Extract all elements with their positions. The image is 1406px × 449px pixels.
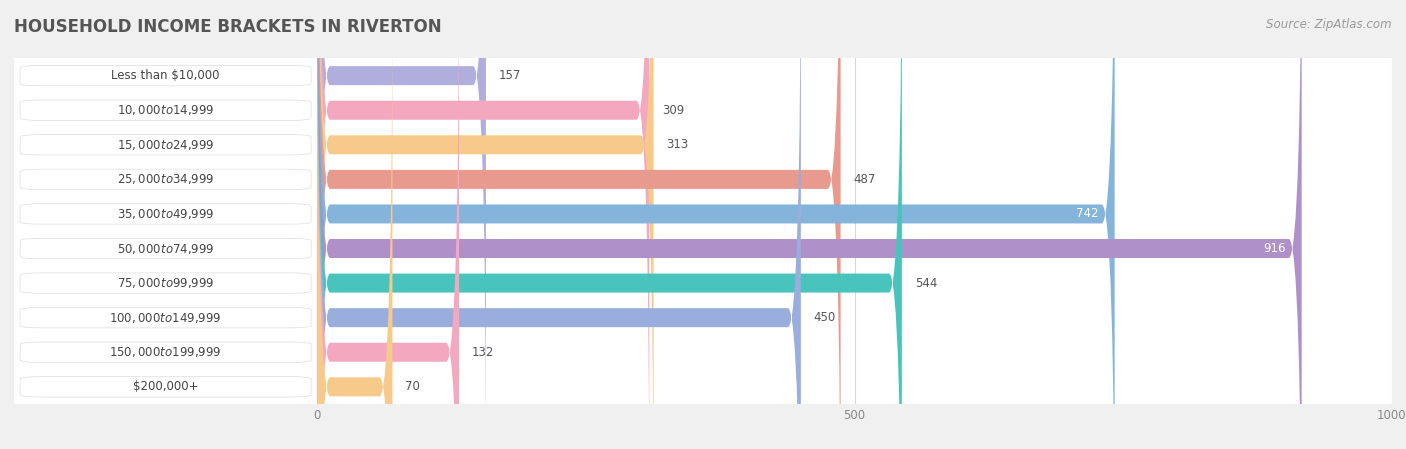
Text: $75,000 to $99,999: $75,000 to $99,999 [117,276,214,290]
Text: $50,000 to $74,999: $50,000 to $74,999 [117,242,214,255]
FancyBboxPatch shape [20,66,311,86]
Text: 309: 309 [662,104,685,117]
FancyBboxPatch shape [20,100,311,120]
Text: Less than $10,000: Less than $10,000 [111,69,219,82]
Text: $150,000 to $199,999: $150,000 to $199,999 [110,345,222,359]
Bar [318,162,1392,197]
Text: 157: 157 [499,69,522,82]
FancyBboxPatch shape [318,0,1115,449]
Bar [14,58,318,93]
Bar [318,197,1392,231]
FancyBboxPatch shape [318,0,650,449]
FancyBboxPatch shape [318,0,654,449]
Bar [14,128,318,162]
Text: 544: 544 [915,277,938,290]
Text: $100,000 to $149,999: $100,000 to $149,999 [110,311,222,325]
Bar [318,128,1392,162]
FancyBboxPatch shape [20,238,311,259]
Text: 450: 450 [814,311,837,324]
Text: 916: 916 [1263,242,1285,255]
FancyBboxPatch shape [20,377,311,397]
Text: Source: ZipAtlas.com: Source: ZipAtlas.com [1267,18,1392,31]
Bar [318,300,1392,335]
Bar [14,93,318,128]
Text: $35,000 to $49,999: $35,000 to $49,999 [117,207,214,221]
Bar [318,93,1392,128]
FancyBboxPatch shape [20,273,311,293]
Text: 70: 70 [405,380,420,393]
Bar [318,231,1392,266]
Bar [14,370,318,404]
FancyBboxPatch shape [318,0,901,449]
Text: 313: 313 [666,138,689,151]
Bar [14,197,318,231]
FancyBboxPatch shape [318,0,486,449]
Text: $15,000 to $24,999: $15,000 to $24,999 [117,138,214,152]
Text: $10,000 to $14,999: $10,000 to $14,999 [117,103,214,117]
FancyBboxPatch shape [318,0,392,449]
Bar [14,162,318,197]
Text: $25,000 to $34,999: $25,000 to $34,999 [117,172,214,186]
FancyBboxPatch shape [318,0,841,449]
Text: HOUSEHOLD INCOME BRACKETS IN RIVERTON: HOUSEHOLD INCOME BRACKETS IN RIVERTON [14,18,441,36]
Text: 132: 132 [472,346,495,359]
Text: 487: 487 [853,173,876,186]
Text: 742: 742 [1076,207,1098,220]
FancyBboxPatch shape [20,135,311,155]
FancyBboxPatch shape [20,342,311,362]
Text: $200,000+: $200,000+ [134,380,198,393]
Bar [318,335,1392,370]
Bar [14,266,318,300]
Bar [14,231,318,266]
Bar [318,370,1392,404]
FancyBboxPatch shape [20,204,311,224]
FancyBboxPatch shape [318,0,801,449]
FancyBboxPatch shape [20,169,311,189]
Bar [14,335,318,370]
FancyBboxPatch shape [20,308,311,328]
FancyBboxPatch shape [318,0,460,449]
Bar [318,58,1392,93]
FancyBboxPatch shape [318,0,1302,449]
Bar [318,266,1392,300]
Bar [14,300,318,335]
